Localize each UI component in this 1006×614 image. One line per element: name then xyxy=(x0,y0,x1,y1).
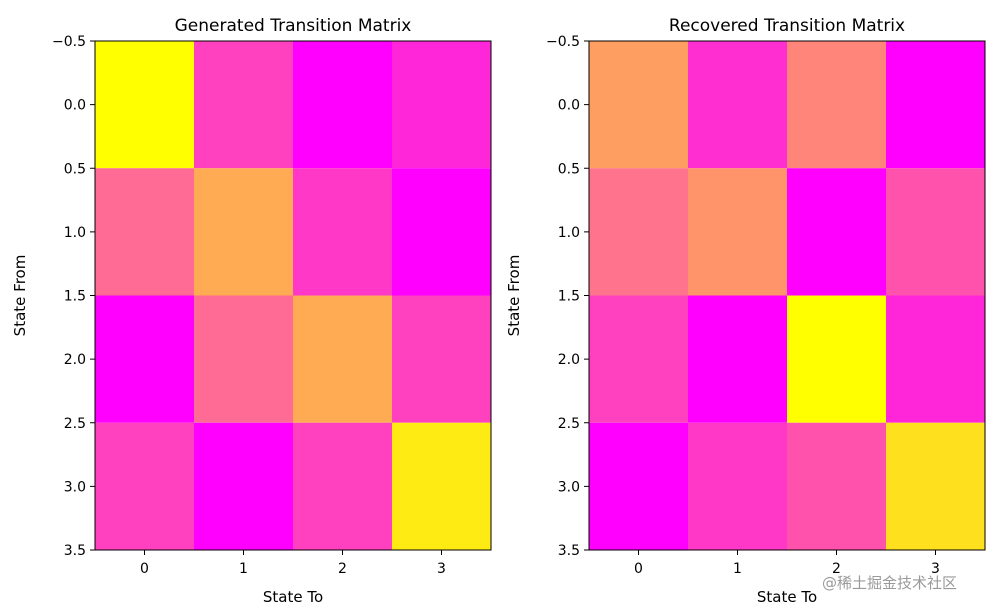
heatmap-cell-3-3 xyxy=(392,422,491,550)
x-tick-label: 0 xyxy=(634,561,643,577)
x-tick-label: 1 xyxy=(239,561,248,577)
heatmap-cell-0-1 xyxy=(688,41,787,169)
heatmap-cell-3-2 xyxy=(787,422,886,550)
heatmap-cell-2-3 xyxy=(392,295,491,423)
heatmap-cell-1-3 xyxy=(392,168,491,296)
heatmap-cell-1-0 xyxy=(95,168,194,296)
y-tick-label: 0.0 xyxy=(64,98,86,114)
x-tick-label: 2 xyxy=(832,561,841,577)
heatmap-cell-2-2 xyxy=(787,295,886,423)
y-tick-label: 3.0 xyxy=(64,479,86,495)
y-tick-label: 1.0 xyxy=(64,225,86,241)
y-axis-label: State From xyxy=(505,255,523,337)
heatmap-cell-3-2 xyxy=(293,422,392,550)
y-tick-label: 2.0 xyxy=(64,352,86,368)
heatmap-cell-1-0 xyxy=(589,168,688,296)
x-tick-label: 3 xyxy=(437,561,446,577)
y-tick-label: −0.5 xyxy=(546,34,580,50)
x-axis-label: State To xyxy=(263,588,323,606)
x-axis-label: State To xyxy=(757,588,817,606)
heatmap-cell-1-2 xyxy=(293,168,392,296)
heatmap-cell-0-2 xyxy=(787,41,886,169)
x-tick-label: 3 xyxy=(931,561,940,577)
y-tick-label: 2.5 xyxy=(558,416,580,432)
y-tick-label: 3.0 xyxy=(558,479,580,495)
heatmap-cell-0-0 xyxy=(589,41,688,169)
y-tick-label: 0.0 xyxy=(558,98,580,114)
heatmap-cell-0-2 xyxy=(293,41,392,169)
heatmap-cell-2-1 xyxy=(688,295,787,423)
heatmap-cell-1-1 xyxy=(688,168,787,296)
y-tick-label: 3.5 xyxy=(64,543,86,559)
heatmap-cell-0-1 xyxy=(194,41,293,169)
x-tick-label: 1 xyxy=(733,561,742,577)
x-tick-label: 2 xyxy=(338,561,347,577)
chart-title: Recovered Transition Matrix xyxy=(669,16,905,36)
x-tick-label: 0 xyxy=(140,561,149,577)
y-tick-label: −0.5 xyxy=(52,34,86,50)
y-tick-label: 1.5 xyxy=(64,289,86,305)
heatmap-cell-0-0 xyxy=(95,41,194,169)
y-axis-label: State From xyxy=(11,255,29,337)
heatmap-panel-1: Recovered Transition Matrix 0 1 2 3 −0.5 0.0 0.… xyxy=(505,16,986,606)
heatmap-cell-2-0 xyxy=(95,295,194,423)
heatmap-cell-0-3 xyxy=(392,41,491,169)
heatmap-cell-3-1 xyxy=(688,422,787,550)
heatmap-cell-3-0 xyxy=(589,422,688,550)
y-tick-label: 1.5 xyxy=(558,289,580,305)
heatmap-panel-0: Generated Transition Matrix 0 1 2 3 −0.5 0.0 0.… xyxy=(11,16,492,606)
y-tick-label: 0.5 xyxy=(558,161,580,177)
y-tick-label: 1.0 xyxy=(558,225,580,241)
y-tick-label: 2.5 xyxy=(64,416,86,432)
heatmap-cell-1-2 xyxy=(787,168,886,296)
y-tick-label: 3.5 xyxy=(558,543,580,559)
heatmap-cell-3-1 xyxy=(194,422,293,550)
y-tick-label: 0.5 xyxy=(64,161,86,177)
heatmap-cell-3-3 xyxy=(886,422,985,550)
y-tick-label: 2.0 xyxy=(558,352,580,368)
heatmap-cell-0-3 xyxy=(886,41,985,169)
heatmap-cell-2-1 xyxy=(194,295,293,423)
heatmap-cell-2-2 xyxy=(293,295,392,423)
watermark-text: @稀土掘金技术社区 xyxy=(822,574,958,592)
heatmap-cell-1-3 xyxy=(886,168,985,296)
heatmap-cell-2-0 xyxy=(589,295,688,423)
chart-title: Generated Transition Matrix xyxy=(175,16,412,36)
heatmap-cell-2-3 xyxy=(886,295,985,423)
heatmap-cell-3-0 xyxy=(95,422,194,550)
heatmap-cell-1-1 xyxy=(194,168,293,296)
